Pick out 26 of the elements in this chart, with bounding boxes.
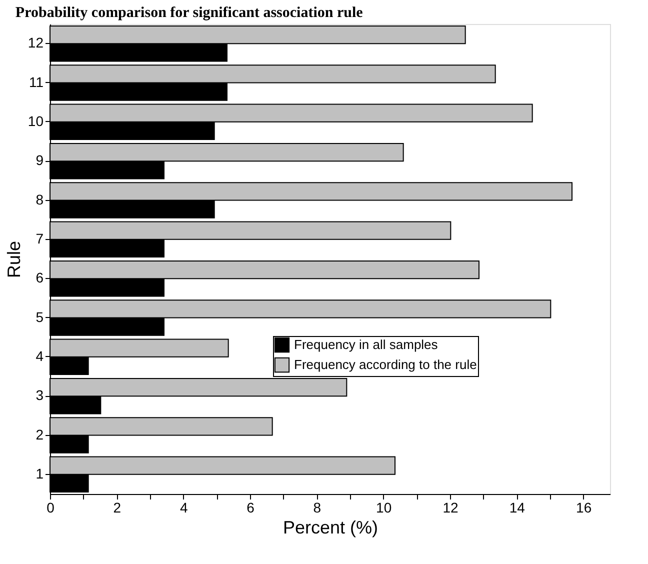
y-tick-label: 11 <box>28 74 44 90</box>
x-tick-label: 4 <box>180 500 188 516</box>
y-tick-label: 4 <box>36 348 44 364</box>
y-tick-label: 3 <box>36 387 44 404</box>
y-tick-label: 5 <box>36 308 44 325</box>
legend-label: Frequency in all samples <box>294 337 438 352</box>
y-tick-label: 12 <box>28 34 44 51</box>
x-axis-title: Percent (%) <box>282 518 378 538</box>
y-tick-label: 10 <box>28 112 44 129</box>
x-tick-label: 0 <box>46 500 55 516</box>
x-tick-label: 2 <box>113 500 122 516</box>
y-tick-label: 9 <box>36 152 44 168</box>
x-tick-label: 12 <box>442 500 458 516</box>
y-tick-label: 2 <box>36 426 44 442</box>
y-tick-label: 6 <box>36 270 44 286</box>
x-tick-label: 16 <box>576 500 592 516</box>
legend-label: Frequency according to the rule <box>294 357 477 372</box>
y-axis-title: Rule <box>4 240 24 278</box>
x-tick-label: 8 <box>313 500 322 516</box>
x-tick-label: 14 <box>509 500 526 516</box>
y-tick-label: 1 <box>36 465 44 482</box>
y-tick-label: 7 <box>36 230 44 246</box>
x-tick-label: 10 <box>376 500 392 516</box>
y-tick-label: 8 <box>36 191 44 208</box>
x-tick-label: 6 <box>246 500 255 516</box>
chart-title: Probability comparison for significant association rule <box>15 5 364 21</box>
